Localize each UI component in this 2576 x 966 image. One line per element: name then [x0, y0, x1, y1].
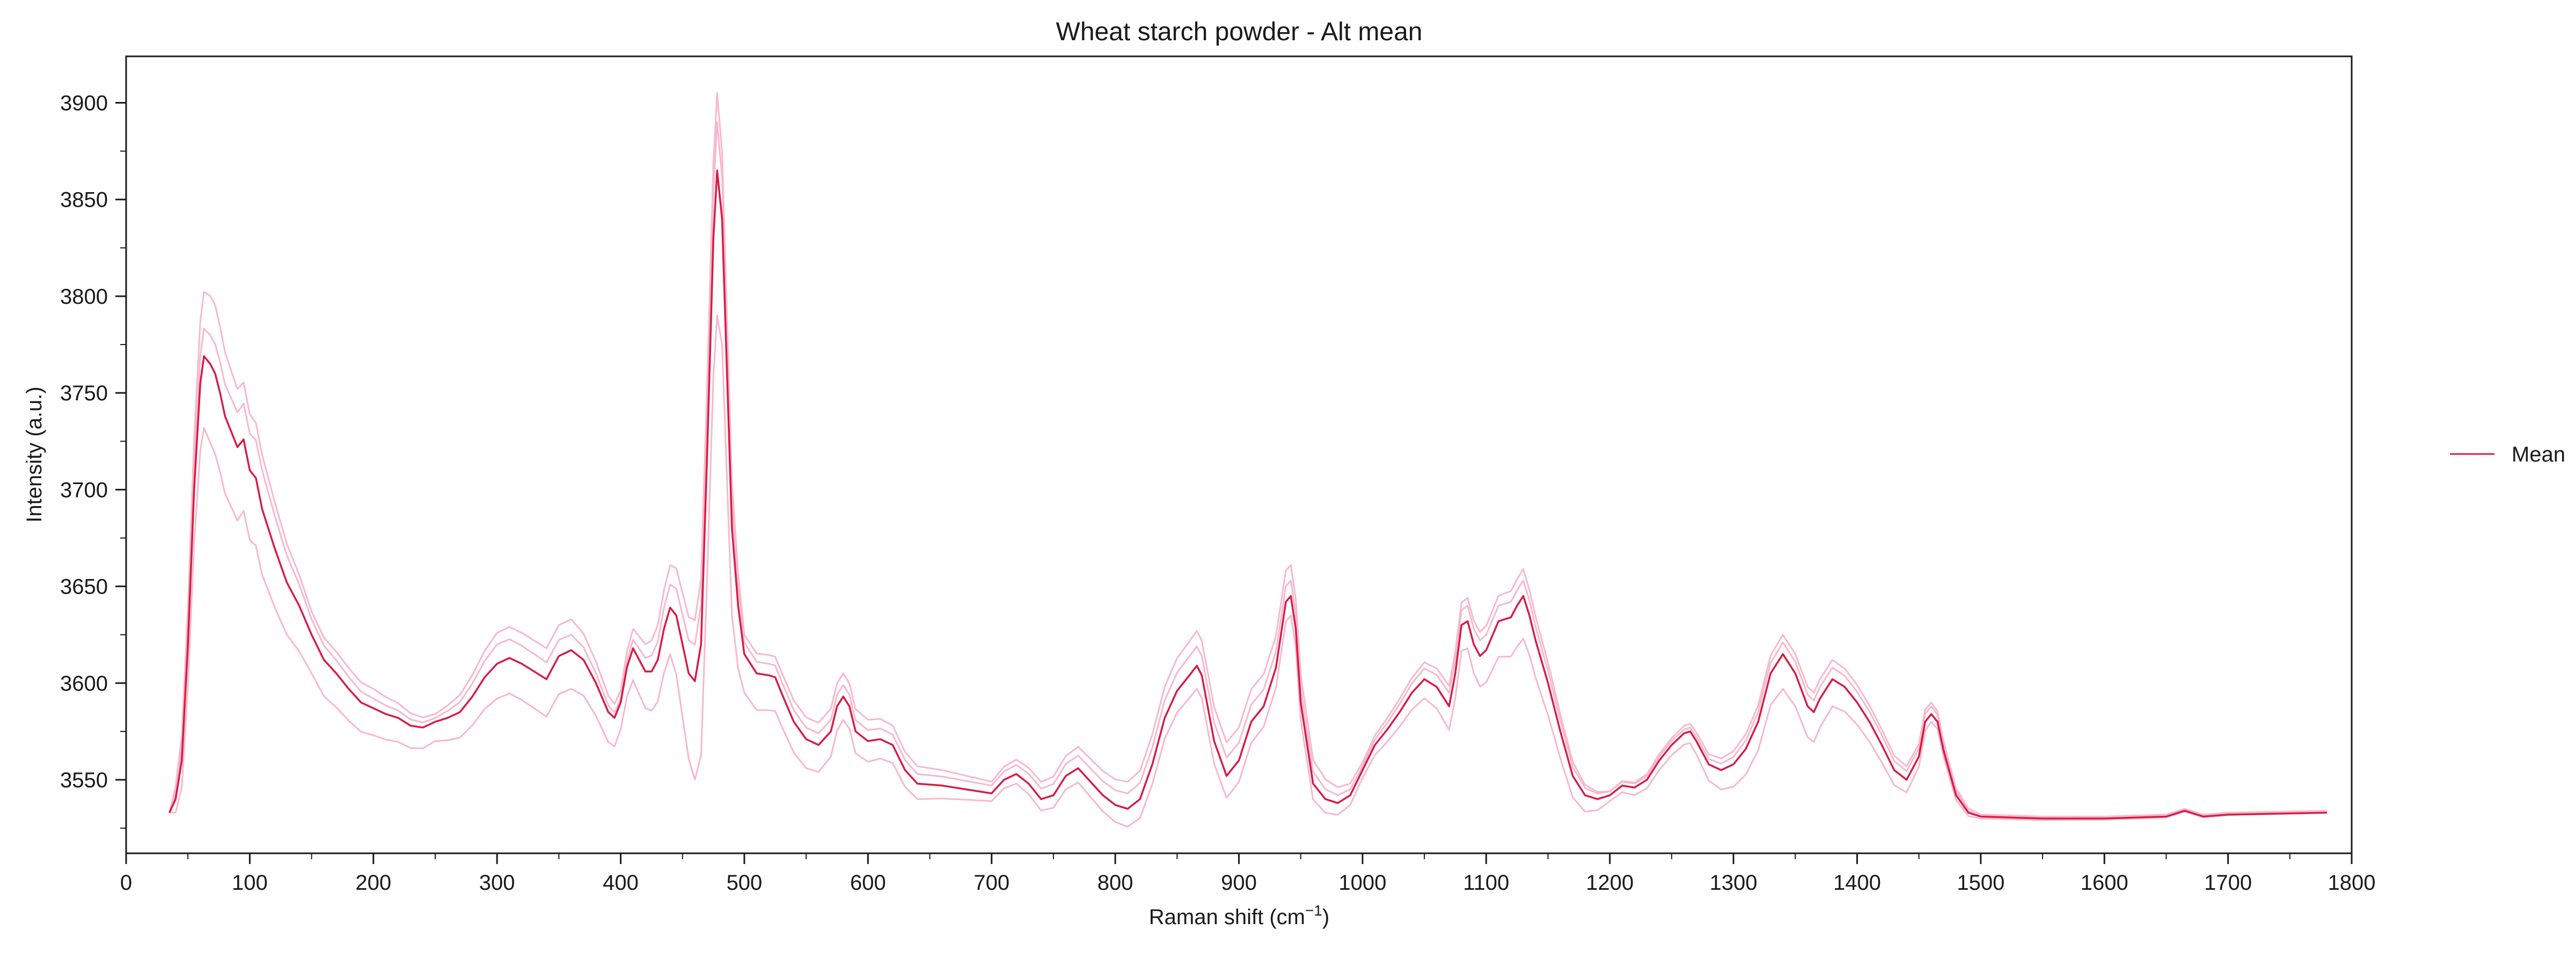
y-axis: 3550 3600 3650 3700 3750 3800 3850 3900 [60, 92, 126, 829]
y-tick-label: 3850 [60, 188, 108, 212]
y-tick-label: 3800 [60, 285, 108, 309]
y-tick-label: 3600 [60, 672, 108, 696]
x-tick-label: 1700 [2204, 871, 2252, 895]
x-tick-label: 1100 [1463, 871, 1509, 895]
x-tick-label: 700 [974, 871, 1009, 895]
x-tick-label: 1600 [2081, 871, 2128, 895]
chart-title: Wheat starch powder - Alt mean [1056, 18, 1423, 46]
x-tick-label: 1300 [1710, 871, 1758, 895]
y-axis-label: Intensity (a.u.) [23, 386, 46, 522]
mean-spectrum-line [169, 169, 2327, 819]
x-tick-label: 1400 [1833, 871, 1881, 895]
replicate-lines [169, 92, 2327, 828]
x-tick-label: 500 [727, 871, 763, 895]
x-axis-label: Raman shift (cm−1) [1149, 902, 1329, 929]
x-axis: 0 100 200 300 400 500 600 700 800 900 1000 1100 1200… [120, 853, 2376, 895]
x-tick-label: 1200 [1586, 871, 1634, 895]
replicate-spectrum-line [169, 121, 2327, 819]
y-tick-label: 3750 [60, 382, 108, 405]
x-tick-label: 1000 [1338, 871, 1386, 895]
x-tick-label: 300 [479, 871, 515, 895]
y-tick-label: 3700 [60, 478, 108, 502]
x-tick-label: 0 [120, 871, 132, 895]
x-tick-label: 800 [1097, 871, 1133, 895]
plot-frame [125, 55, 2353, 854]
y-tick-label: 3550 [60, 769, 108, 792]
y-tick-label: 3900 [60, 92, 108, 115]
legend: Mean [2450, 443, 2565, 466]
x-tick-label: 600 [850, 871, 886, 895]
x-tick-label: 1800 [2328, 871, 2376, 895]
replicate-spectrum-line [169, 314, 2327, 828]
x-tick-label: 900 [1221, 871, 1257, 895]
x-tick-label: 200 [355, 871, 391, 895]
x-tick-label: 1500 [1957, 871, 2004, 895]
x-tick-label: 400 [603, 871, 639, 895]
legend-label-mean: Mean [2512, 443, 2565, 466]
replicate-spectrum-line [169, 92, 2327, 817]
mean-line-group [169, 169, 2327, 819]
y-tick-label: 3650 [60, 575, 108, 599]
x-tick-label: 100 [232, 871, 268, 895]
